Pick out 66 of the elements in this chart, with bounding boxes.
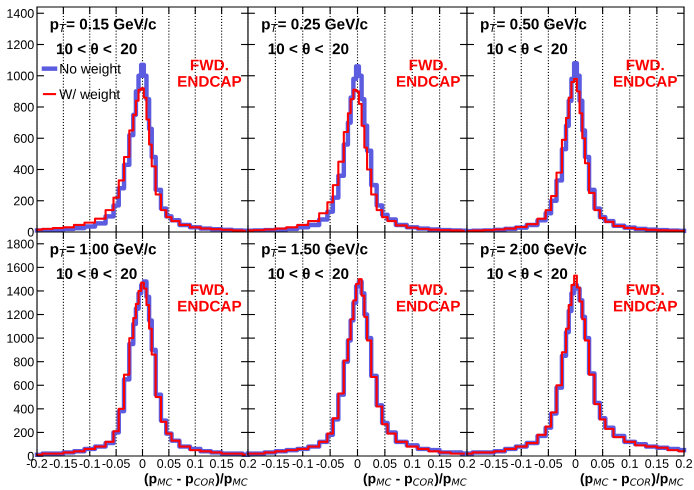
annotation: 10 < θ < 20 [56, 268, 137, 280]
x-tick-label: 0 [140, 459, 146, 468]
x-tick-label: 0.2 [458, 459, 476, 468]
y-tick-label: 0 [28, 452, 34, 461]
y-tick-label: 1200 [7, 310, 34, 320]
annotation: p$_{T}$= 1.50 GeV/c [262, 243, 368, 258]
x-tick-label: -0.15 [262, 459, 290, 468]
legend-label: W/ weight [59, 88, 120, 102]
y-tick-label: 1000 [7, 72, 34, 80]
x-tick-label: -0.2 [26, 459, 48, 468]
annotation: p$_{T}$= 2.00 GeV/c [481, 243, 586, 258]
annotation: p$_{T}$= 0.25 GeV/c [262, 18, 368, 32]
y-tick-label: 800 [14, 357, 34, 366]
x-axis-title: (p$_{MC}$ - p$_{COR}$)/p$_{MC}$ [144, 473, 248, 486]
x-tick-label: -0.05 [102, 459, 130, 468]
x-axis-title: (p$_{MC}$ - p$_{COR}$)/p$_{MC}$ [580, 473, 684, 486]
annotation: 10 < θ < 20 [487, 43, 568, 54]
annotation: FWD. ENDCAP [614, 284, 677, 312]
legend-label: No weight [60, 63, 121, 76]
x-axis-title: (p$_{MC}$ - p$_{COR}$)/p$_{MC}$ [364, 473, 467, 486]
y-tick-label: 1400 [7, 286, 34, 296]
x-tick-label: -0.05 [316, 459, 344, 468]
y-tick-label: 600 [14, 381, 34, 390]
x-tick-label: 0.15 [428, 459, 452, 468]
x-tick-label: 0.15 [645, 459, 669, 468]
y-tick-label: 200 [14, 196, 34, 206]
annotation: p$_{T}$= 0.15 GeV/c [50, 18, 156, 32]
x-tick-label: 0.1 [404, 459, 420, 468]
annotation: p$_{T}$= 0.50 GeV/c [481, 18, 586, 32]
x-tick-label: 0.1 [622, 459, 638, 468]
annotation: 10 < θ < 20 [487, 268, 568, 280]
x-tick-label: -0.1 [292, 459, 313, 468]
x-tick-label: 0.2 [240, 459, 256, 468]
annotation: 10 < θ < 20 [56, 43, 137, 54]
x-tick-label: 0.15 [210, 459, 234, 468]
annotation: FWD. ENDCAP [614, 60, 677, 87]
y-tick-label: 1000 [7, 334, 34, 343]
x-tick-label: -0.05 [534, 459, 562, 468]
y-tick-label: 0 [28, 228, 34, 237]
x-tick-label: 0.2 [676, 459, 692, 468]
x-tick-label: 0 [354, 459, 360, 468]
annotation: 10 < θ < 20 [268, 43, 348, 54]
x-tick-label: -0.1 [511, 459, 532, 468]
x-tick-label: -0.15 [480, 459, 508, 468]
y-tick-label: 1800 [7, 240, 34, 248]
x-tick-label: 0.05 [157, 459, 181, 468]
x-tick-label: 0.05 [590, 459, 614, 468]
y-tick-label: 200 [14, 428, 34, 438]
y-tick-label: 1200 [7, 40, 34, 50]
y-tick-label: 800 [14, 102, 34, 112]
y-tick-label: 1600 [7, 263, 34, 272]
annotation: p$_{T}$= 1.00 GeV/c [50, 243, 156, 258]
y-tick-label: 400 [14, 404, 34, 414]
annotation: FWD. ENDCAP [178, 60, 242, 87]
y-tick-label: 1400 [7, 9, 34, 18]
x-tick-label: -0.15 [50, 459, 78, 468]
x-tick-label: 0.05 [373, 459, 397, 468]
x-tick-label: 0.1 [187, 459, 204, 468]
y-tick-label: 600 [14, 134, 34, 143]
annotation: FWD. ENDCAP [396, 284, 460, 312]
y-tick-label: 400 [14, 165, 34, 174]
x-tick-label: 0 [572, 459, 578, 468]
annotation: 10 < θ < 20 [268, 268, 348, 280]
annotation: FWD. ENDCAP [178, 284, 242, 312]
annotation: FWD. ENDCAP [396, 60, 460, 87]
x-tick-label: -0.1 [80, 459, 100, 468]
